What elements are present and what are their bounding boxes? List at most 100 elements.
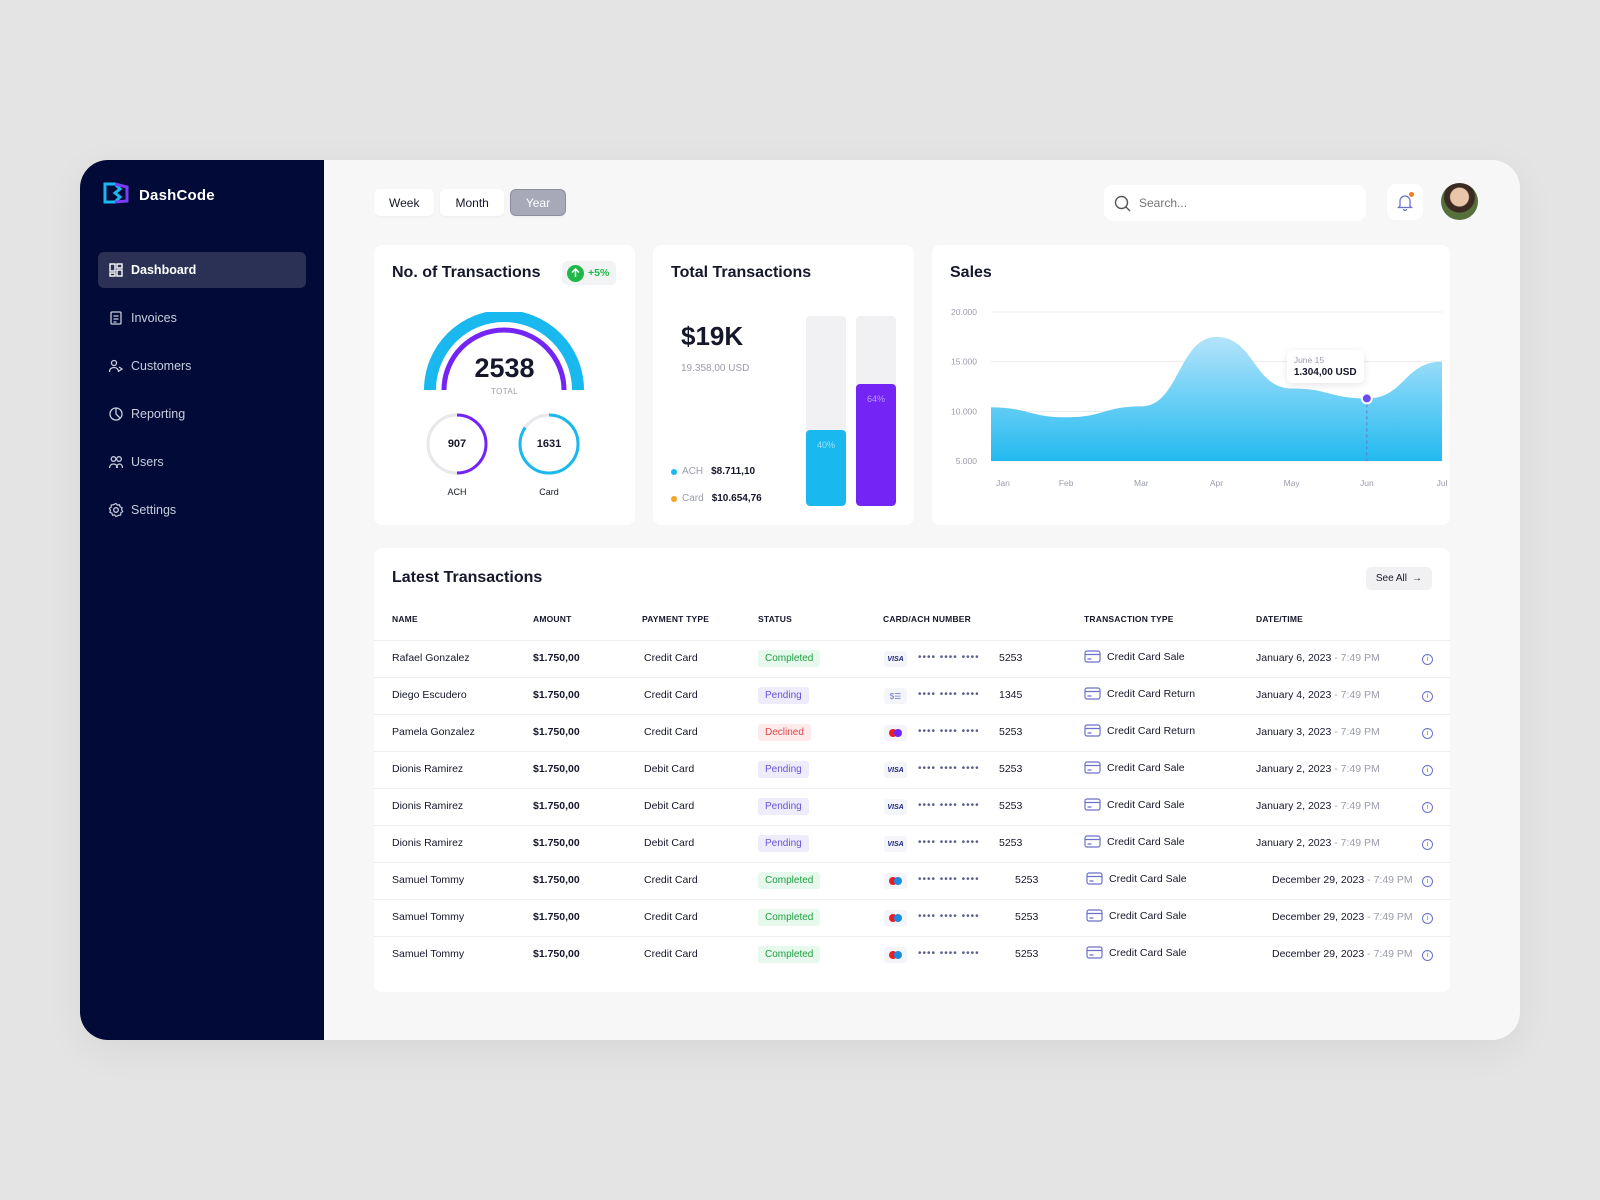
date: January 2, 2023 [1256,800,1332,812]
status-badge: Completed [758,650,821,667]
column-header: NAME [392,614,418,624]
customer-name: Samuel Tommy [392,911,465,923]
info-icon[interactable]: i [1422,802,1433,813]
date-time: January 3, 2023 - 7:49 PM [1256,726,1380,738]
app-window: DashCode Dashboard Invoices Customers Repor… [80,160,1520,1040]
transaction-type: Credit Card Sale [1084,798,1185,811]
last-four: 5253 [1015,948,1039,960]
sidebar-item-users[interactable]: Users [98,444,306,480]
date-time: January 6, 2023 - 7:49 PM [1256,652,1380,664]
customers-icon [108,358,124,374]
card-ring [518,413,580,475]
amount: $1.750,00 [533,763,580,775]
sidebar-item-label: Settings [131,503,177,517]
sidebar-item-customers[interactable]: Customers [98,348,306,384]
payment-type: Credit Card [644,726,698,738]
card-icon [1084,835,1101,848]
maestro-logo-icon [884,947,907,963]
x-tick-label: May [1284,478,1301,488]
ach-bar-label: 40% [816,440,835,450]
table-row[interactable]: Pamela Gonzalez $1.750,00 Credit Card Decli… [374,714,1450,751]
sidebar-item-dashboard[interactable]: Dashboard [98,252,306,288]
sidebar-item-settings[interactable]: Settings [98,492,306,528]
time: - 7:49 PM [1331,689,1380,701]
card-icon [1084,798,1101,811]
card-icon [1084,650,1101,663]
transaction-type: Credit Card Return [1084,687,1195,700]
notifications-button[interactable] [1387,184,1423,220]
sidebar-item-label: Customers [131,359,192,373]
masked-digits: •••• •••• •••• [918,763,980,774]
status-badge: Completed [758,946,821,963]
column-header: CARD/ACH NUMBER [883,614,971,624]
info-icon[interactable]: i [1422,691,1433,702]
card-legend-dot [671,495,677,502]
period-year-button[interactable]: Year [509,189,567,216]
y-tick-label: 15.000 [951,357,977,367]
table-row[interactable]: Samuel Tommy $1.750,00 Credit Card Complete… [374,862,1450,899]
last-four: 5253 [999,726,1023,738]
masked-digits: •••• •••• •••• [918,652,980,663]
info-icon[interactable]: i [1422,654,1433,665]
see-all-button[interactable]: See All → [1365,567,1432,590]
last-four: 5253 [1015,874,1039,886]
table-row[interactable]: Dionis Ramirez $1.750,00 Debit Card Pending… [374,751,1450,788]
table-row[interactable]: Dionis Ramirez $1.750,00 Debit Card Pending… [374,788,1450,825]
date: January 4, 2023 [1256,689,1332,701]
time: - 7:49 PM [1331,837,1380,849]
masked-digits: •••• •••• •••• [918,911,980,922]
info-icon[interactable]: i [1422,839,1433,850]
search-input[interactable] [1139,196,1339,210]
table-row[interactable]: Rafael Gonzalez $1.750,00 Credit Card Compl… [374,640,1450,677]
ach-label: ACH [447,487,467,497]
info-icon[interactable]: i [1422,765,1433,776]
masked-digits: •••• •••• •••• [918,874,980,885]
payment-type: Credit Card [644,911,698,923]
visa-logo-icon: VISA [884,651,907,667]
time: - 7:49 PM [1331,652,1380,664]
info-icon[interactable]: i [1422,876,1433,887]
search-box[interactable] [1104,185,1366,221]
x-tick-label: Apr [1210,478,1223,488]
visa-logo-icon: VISA [884,799,907,815]
sidebar-item-reporting[interactable]: Reporting [98,396,306,432]
customer-name: Samuel Tommy [392,874,465,886]
card-value: 1631 [536,438,562,450]
last-four: 5253 [999,800,1023,812]
date-time: January 2, 2023 - 7:49 PM [1256,763,1380,775]
column-header: TRANSACTION TYPE [1084,614,1174,624]
column-header: PAYMENT TYPE [642,614,710,624]
ach-ring [426,413,488,475]
date-time: December 29, 2023 - 7:49 PM [1272,911,1413,923]
period-switcher: Week Month Year [374,189,567,216]
table-row[interactable]: Dionis Ramirez $1.750,00 Debit Card Pending… [374,825,1450,862]
info-icon[interactable]: i [1422,913,1433,924]
amount: $1.750,00 [533,911,580,923]
period-week-button[interactable]: Week [374,189,435,216]
users-icon [108,454,124,470]
info-icon[interactable]: i [1422,728,1433,739]
card-legend-label: Card [682,493,704,504]
sidebar-item-invoices[interactable]: Invoices [98,300,306,336]
table-row[interactable]: Samuel Tommy $1.750,00 Credit Card Complete… [374,899,1450,936]
y-tick-label: 20.000 [951,307,977,317]
total-amount: $19K [681,321,744,351]
time: - 7:49 PM [1364,911,1413,923]
info-icon[interactable]: i [1422,950,1433,961]
transaction-type-label: Credit Card Sale [1109,909,1187,922]
amount: $1.750,00 [533,800,580,812]
transactions-count-card: No. of Transactions +5% 2538 TOTAL 907 A… [374,245,635,525]
card-bar-track: 64% [856,316,896,506]
visa-logo-icon: VISA [884,836,907,852]
user-avatar[interactable] [1441,183,1478,220]
sales-chart: 20.000 15.000 10.000 5.000 Jan Feb Mar Apr May Ju… [951,307,1448,488]
period-month-button[interactable]: Month [440,189,504,216]
table-row[interactable]: Diego Escudero $1.750,00 Credit Card Pendin… [374,677,1450,714]
status-badge: Pending [758,687,809,704]
highlight-point[interactable] [1360,392,1373,405]
sidebar-item-label: Dashboard [131,263,197,277]
amount: $1.750,00 [533,652,580,664]
logo[interactable]: DashCode [103,182,215,209]
table-row[interactable]: Samuel Tommy $1.750,00 Credit Card Complete… [374,936,1450,973]
